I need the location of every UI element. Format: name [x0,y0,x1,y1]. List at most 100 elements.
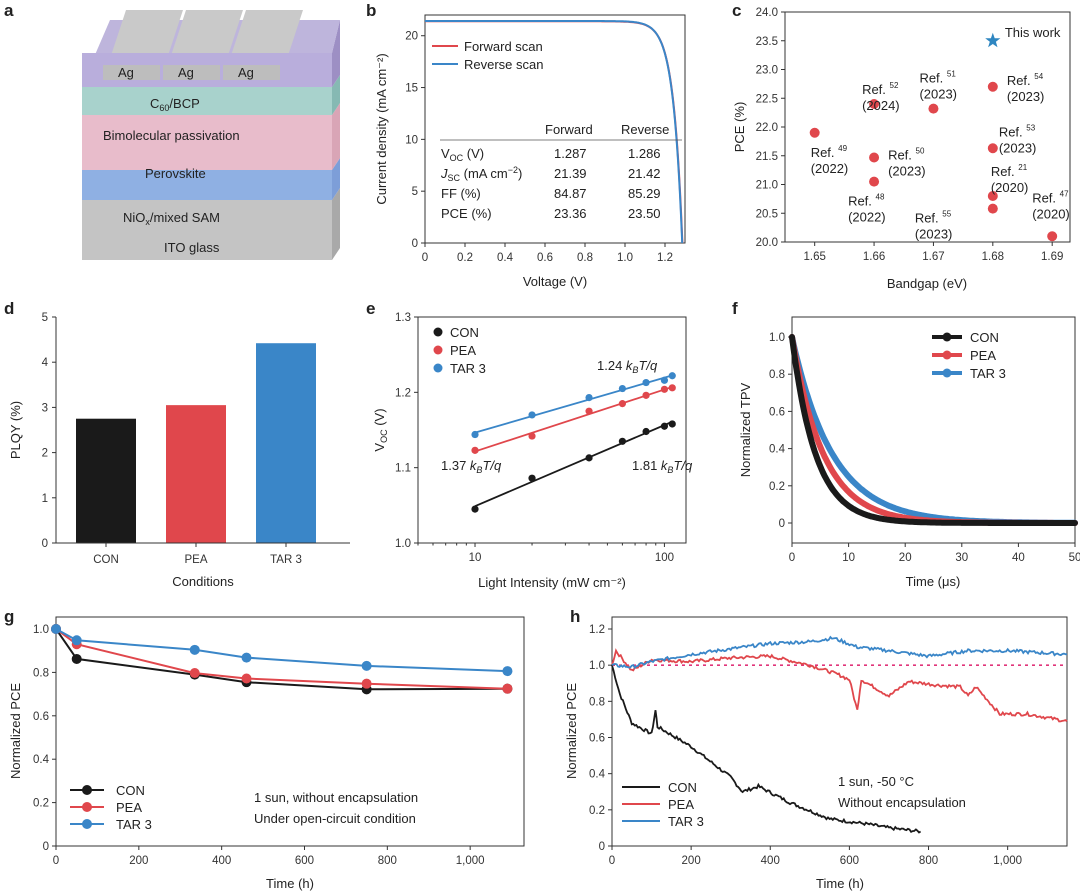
table-ff-forward: 84.87 [554,186,587,201]
table-row-jsc-label: JSC (mA cm−2) [440,165,522,183]
voc-point-con [471,505,479,513]
stability-g-point-tar3 [189,644,200,655]
legend-reverse-label: Reverse scan [464,57,543,72]
table-row-voc-label: VOC (V) [441,146,484,163]
ref-label-51: Ref. 51 (2023) [919,70,957,102]
legend-dot-tar3 [433,363,443,373]
nio-sam-layer [82,170,332,200]
voc-point-con [528,474,536,482]
y-tick-label: 1.3 [395,312,411,324]
y-tick-label: 1.2 [395,387,411,399]
legend-forward-label: Forward scan [464,39,543,54]
y-tick-label: 21.5 [756,151,778,163]
y-tick-label: 0.8 [33,667,49,679]
x-tick-label: 800 [378,855,397,867]
ref-label-50: Ref. 50 (2023) [888,146,926,178]
legend-label-pea: PEA [668,797,694,812]
y-tick-label: 20 [405,31,418,43]
stability-g-point-tar3 [361,660,372,671]
legend-label-pea: PEA [116,800,142,815]
x-tick-label: 0.4 [497,252,514,264]
voc-point-tar3 [585,394,593,402]
legend-dot-tar3 [82,819,92,829]
pce-bandgap-points: Ref. 49 (2022)Ref. 52 (2024)Ref. 50 (2023)R… [809,25,1070,242]
x-tick-label: 1.66 [863,251,885,263]
voc-point-con [660,422,669,430]
perovskite-layer [82,115,332,170]
ref-point-47 [1047,231,1058,242]
ag-label-1: Ag [118,65,134,80]
y-tick-label: 0.2 [589,805,605,817]
y-tick-label: 0 [599,841,605,853]
nio-sam-label: NiOx/mixed SAM [123,210,220,227]
x-tick-label: 600 [840,855,859,867]
y-tick-label: 0.4 [769,444,786,456]
pce-bandgap-ylabel: PCE (%) [732,102,747,153]
y-tick-label: 0 [779,518,785,530]
voc-point-pea [528,432,536,440]
legend-label-tar3: TAR 3 [668,814,704,829]
x-tick-label: 100 [655,552,674,564]
panel-label-f: f [732,299,738,318]
x-tick-label: 20 [899,552,912,564]
legend-dot-pea [433,345,443,355]
perovskite-label: Perovskite [145,166,206,181]
fit-line-pea [474,386,673,453]
ideality-label-con: 1.81 kBT/q [632,458,693,475]
y-tick-label: 3 [42,402,48,414]
c60-side-face [332,20,340,87]
ref-point-52 [869,99,880,109]
y-tick-label: 0.6 [33,711,49,723]
x-tick-label: 1.0 [617,252,633,264]
reverse-scan-line [425,20,684,244]
y-tick-label: 24.0 [756,7,778,19]
x-tick-label: 200 [129,855,148,867]
stability-g-annotation-1: 1 sun, without encapsulation [254,790,418,805]
ito-glass-layer [82,200,332,260]
stability-h-plot-frame [611,616,1068,847]
ag-finger-front-3 [223,65,280,80]
y-tick-label: 23.5 [756,36,778,48]
y-tick-label: 4 [42,357,49,369]
voc-point-con [585,454,593,462]
x-tick-label: 0.2 [457,252,473,264]
stability-g-ylabel: Normalized PCE [8,683,23,779]
stability-g-xlabel: Time (h) [266,876,314,891]
x-tick-label: 10 [842,552,855,564]
x-tick-label: 800 [919,855,938,867]
ref-label-54: Ref. 54 (2023) [1007,72,1045,104]
y-tick-label: 0.4 [589,769,606,781]
panel-label-b: b [366,1,376,20]
c60-bcp-label: C60/BCP [150,96,200,113]
table-pce-forward: 23.36 [554,206,587,221]
y-tick-label: 0.6 [589,733,605,745]
x-tick-label: 0.8 [577,252,593,264]
stability-h-axis-ticks: 0 0.2 0.4 0.6 0.8 1.0 1.2 0 200 400 600 800 1,000 [589,624,1022,867]
voc-point-pea [642,391,650,399]
stability-g-point-tar3 [241,652,252,663]
table-ff-reverse: 85.29 [628,186,661,201]
voc-point-tar3 [660,376,669,384]
jv-ylabel: Current density (mA cm⁻²) [374,53,389,204]
y-tick-label: 0 [42,538,48,550]
panel-label-e: e [366,299,375,318]
table-header-reverse: Reverse [621,122,669,137]
voc-light-axis-ticks: 1.0 1.1 1.2 1.3 10 100 [395,312,674,564]
plqy-category-tar3: TAR 3 [270,554,302,566]
x-tick-label: 200 [682,855,701,867]
y-tick-label: 0.2 [33,798,49,810]
voc-point-pea [668,384,676,392]
ref-point-53 [987,143,998,154]
y-tick-label: 1.0 [769,332,785,344]
x-tick-label: 0 [609,855,615,867]
passivation-label: Bimolecular passivation [103,128,240,143]
panel-label-h: h [570,607,580,626]
ref-label-47: Ref. 47 (2020) [1032,189,1070,221]
ag-finger-front-2 [163,65,220,80]
perovskite-side-face [332,103,340,170]
table-header-forward: Forward [545,122,593,137]
x-tick-label: 1.68 [982,251,1004,263]
y-tick-label: 1.1 [395,463,411,475]
